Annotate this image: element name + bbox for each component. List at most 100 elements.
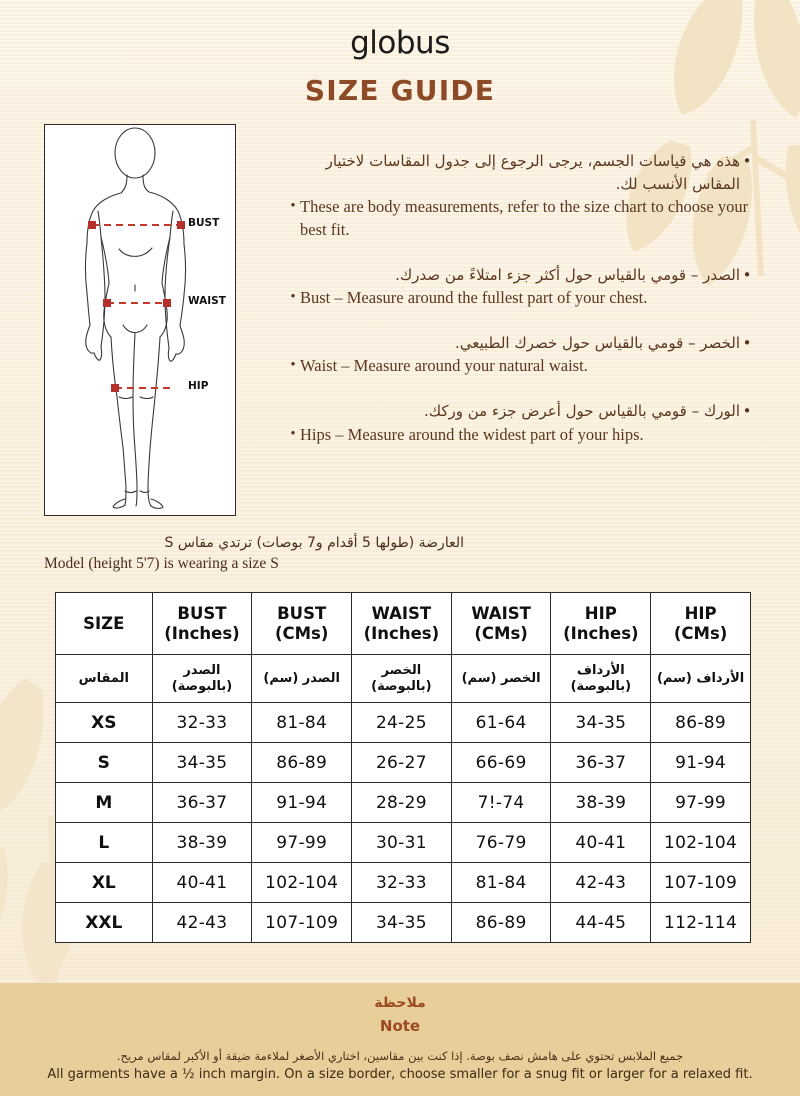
col-header-bust-cms: BUST (CMs) bbox=[251, 592, 353, 655]
cell-waist-cm: 66-69 bbox=[450, 742, 552, 783]
model-figure-panel: BUST WAIST HIP bbox=[44, 124, 236, 516]
cell-waist-in: 30-31 bbox=[351, 822, 452, 863]
table-header-row-english: SIZE BUST (Inches) BUST (CMs) WAIST (Inc… bbox=[55, 592, 751, 655]
cell-size: S bbox=[55, 742, 153, 783]
instruction-group-bust: • الصدر – قومي بالقياس حول أكثر جزء امتل… bbox=[286, 264, 754, 310]
col-header-waist-inches: WAIST (Inches) bbox=[351, 592, 452, 655]
cell-size: XXL bbox=[55, 902, 153, 943]
col-header-hip-inches: HIP (Inches) bbox=[550, 592, 652, 655]
col-header-hip-cms: HIP (CMs) bbox=[650, 592, 751, 655]
cell-waist-cm: 86-89 bbox=[450, 902, 552, 943]
cell-bust-cm: 97-99 bbox=[251, 822, 353, 863]
cell-size: XL bbox=[55, 862, 153, 903]
cell-size: M bbox=[55, 782, 153, 823]
cell-bust-in: 34-35 bbox=[151, 742, 253, 783]
instruction-english: • These are body measurements, refer to … bbox=[286, 196, 754, 242]
header: globus SIZE GUIDE bbox=[0, 26, 800, 107]
size-chart-table: SIZE BUST (Inches) BUST (CMs) WAIST (Inc… bbox=[55, 592, 751, 943]
instruction-arabic-text: الورك – قومي بالقياس حول أعرض جزء من ورك… bbox=[423, 402, 740, 421]
bullet-dot-icon: • bbox=[290, 425, 296, 442]
brand-logo: globus bbox=[350, 25, 450, 61]
instruction-arabic: • هذه هي قياسات الجسم، يرجى الرجوع إلى ج… bbox=[286, 150, 754, 195]
cell-hip-in: 38-39 bbox=[550, 782, 652, 823]
table-row: XXL 42-43 107-109 34-35 86-89 44-45 112-… bbox=[55, 902, 751, 943]
note-title-arabic: ملاحظة bbox=[374, 995, 426, 1011]
cell-hip-in: 34-35 bbox=[550, 702, 652, 743]
col-header-ar-waist-inches: الخصر (بالبوصة) bbox=[351, 654, 452, 703]
col-header-bust-inches: BUST (Inches) bbox=[151, 592, 253, 655]
instruction-english-text: Hips – Measure around the widest part of… bbox=[300, 424, 644, 444]
instruction-english: • Waist – Measure around your natural wa… bbox=[286, 355, 754, 378]
cell-bust-cm: 91-94 bbox=[251, 782, 353, 823]
instruction-english-text: Bust – Measure around the fullest part o… bbox=[300, 288, 648, 308]
bullet-dot-icon: • bbox=[742, 402, 752, 421]
cell-hip-cm: 91-94 bbox=[650, 742, 751, 783]
table-row: S 34-35 86-89 26-27 66-69 36-37 91-94 bbox=[55, 742, 751, 783]
bullet-dot-icon: • bbox=[290, 198, 296, 214]
cell-hip-cm: 86-89 bbox=[650, 702, 751, 743]
cell-bust-in: 32-33 bbox=[151, 702, 253, 743]
note-body-english: All garments have a ½ inch margin. On a … bbox=[47, 1067, 753, 1083]
cell-waist-cm: 61-64 bbox=[450, 702, 552, 743]
col-header-waist-cms: WAIST (CMs) bbox=[450, 592, 552, 655]
table-row: XL 40-41 102-104 32-33 81-84 42-43 107-1… bbox=[55, 862, 751, 903]
cell-waist-in: 26-27 bbox=[351, 742, 452, 783]
col-header-ar-bust-inches: الصدر (بالبوصة) bbox=[151, 654, 253, 703]
instruction-group-waist: • الخصر – قومي بالقياس حول خصرك الطبيعي.… bbox=[286, 332, 754, 378]
cell-bust-cm: 86-89 bbox=[251, 742, 353, 783]
bullet-dot-icon: • bbox=[742, 333, 752, 352]
bullet-dot-icon: • bbox=[290, 357, 296, 374]
cell-waist-cm: 76-79 bbox=[450, 822, 552, 863]
model-caption: العارضة (طولها 5 أقدام و7 بوصات) ترتدي م… bbox=[44, 534, 464, 575]
cell-hip-cm: 107-109 bbox=[650, 862, 751, 903]
body-measurement-diagram bbox=[84, 127, 187, 509]
instruction-arabic-text: الصدر – قومي بالقياس حول أكثر جزء امتلاء… bbox=[395, 265, 740, 284]
col-header-ar-waist-cms: الخصر (سم) bbox=[450, 654, 552, 703]
table-row: XS 32-33 81-84 24-25 61-64 34-35 86-89 bbox=[55, 702, 751, 743]
cell-bust-cm: 102-104 bbox=[251, 862, 353, 903]
cell-bust-cm: 107-109 bbox=[251, 902, 353, 943]
cell-waist-in: 28-29 bbox=[351, 782, 452, 823]
cell-waist-in: 32-33 bbox=[351, 862, 452, 903]
instruction-arabic: • الخصر – قومي بالقياس حول خصرك الطبيعي. bbox=[286, 332, 754, 355]
instruction-english: • Hips – Measure around the widest part … bbox=[286, 424, 754, 447]
cell-hip-cm: 97-99 bbox=[650, 782, 751, 823]
model-caption-arabic: العارضة (طولها 5 أقدام و7 بوصات) ترتدي م… bbox=[164, 535, 464, 551]
cell-waist-in: 34-35 bbox=[351, 902, 452, 943]
note-band: ملاحظة Note جميع الملابس تحتوي على هامش … bbox=[0, 983, 800, 1096]
instruction-english-text: These are body measurements, refer to th… bbox=[300, 197, 749, 239]
instruction-arabic: • الصدر – قومي بالقياس حول أكثر جزء امتل… bbox=[286, 264, 754, 287]
cell-hip-cm: 102-104 bbox=[650, 822, 751, 863]
cell-bust-cm: 81-84 bbox=[251, 702, 353, 743]
instruction-arabic-text: هذه هي قياسات الجسم، يرجى الرجوع إلى جدو… bbox=[325, 152, 740, 193]
note-body-arabic: جميع الملابس تحتوي على هامش نصف بوصة. إذ… bbox=[116, 1048, 684, 1063]
cell-hip-in: 40-41 bbox=[550, 822, 652, 863]
instruction-arabic-text: الخصر – قومي بالقياس حول خصرك الطبيعي. bbox=[454, 333, 740, 352]
cell-waist-cm: 7!-74 bbox=[450, 782, 552, 823]
bust-measure-line bbox=[88, 221, 185, 229]
table-row: M 36-37 91-94 28-29 7!-74 38-39 97-99 bbox=[55, 782, 751, 823]
cell-hip-in: 42-43 bbox=[550, 862, 652, 903]
cell-hip-in: 36-37 bbox=[550, 742, 652, 783]
instruction-group-general: • هذه هي قياسات الجسم، يرجى الرجوع إلى ج… bbox=[286, 150, 754, 242]
table-row: L 38-39 97-99 30-31 76-79 40-41 102-104 bbox=[55, 822, 751, 863]
cell-size: L bbox=[55, 822, 153, 863]
figure-label-hip: HIP bbox=[188, 380, 209, 392]
col-header-ar-size: المقاس bbox=[55, 654, 153, 703]
bullet-dot-icon: • bbox=[742, 265, 752, 284]
model-caption-english: Model (height 5'7) is wearing a size S bbox=[44, 554, 279, 572]
col-header-size: SIZE bbox=[55, 592, 153, 655]
measurement-instructions: • هذه هي قياسات الجسم، يرجى الرجوع إلى ج… bbox=[286, 150, 754, 446]
instruction-arabic: • الورك – قومي بالقياس حول أعرض جزء من و… bbox=[286, 400, 754, 423]
instruction-english: • Bust – Measure around the fullest part… bbox=[286, 287, 754, 310]
col-header-ar-hip-cms: الأرداف (سم) bbox=[650, 654, 751, 703]
figure-label-waist: WAIST bbox=[188, 295, 226, 307]
hip-measure-line bbox=[111, 384, 171, 392]
waist-measure-line bbox=[103, 299, 171, 307]
cell-hip-in: 44-45 bbox=[550, 902, 652, 943]
cell-bust-in: 36-37 bbox=[151, 782, 253, 823]
cell-waist-in: 24-25 bbox=[351, 702, 452, 743]
table-header-row-arabic: المقاس الصدر (بالبوصة) الصدر (سم) الخصر … bbox=[55, 654, 751, 703]
col-header-ar-bust-cms: الصدر (سم) bbox=[251, 654, 353, 703]
cell-bust-in: 40-41 bbox=[151, 862, 253, 903]
